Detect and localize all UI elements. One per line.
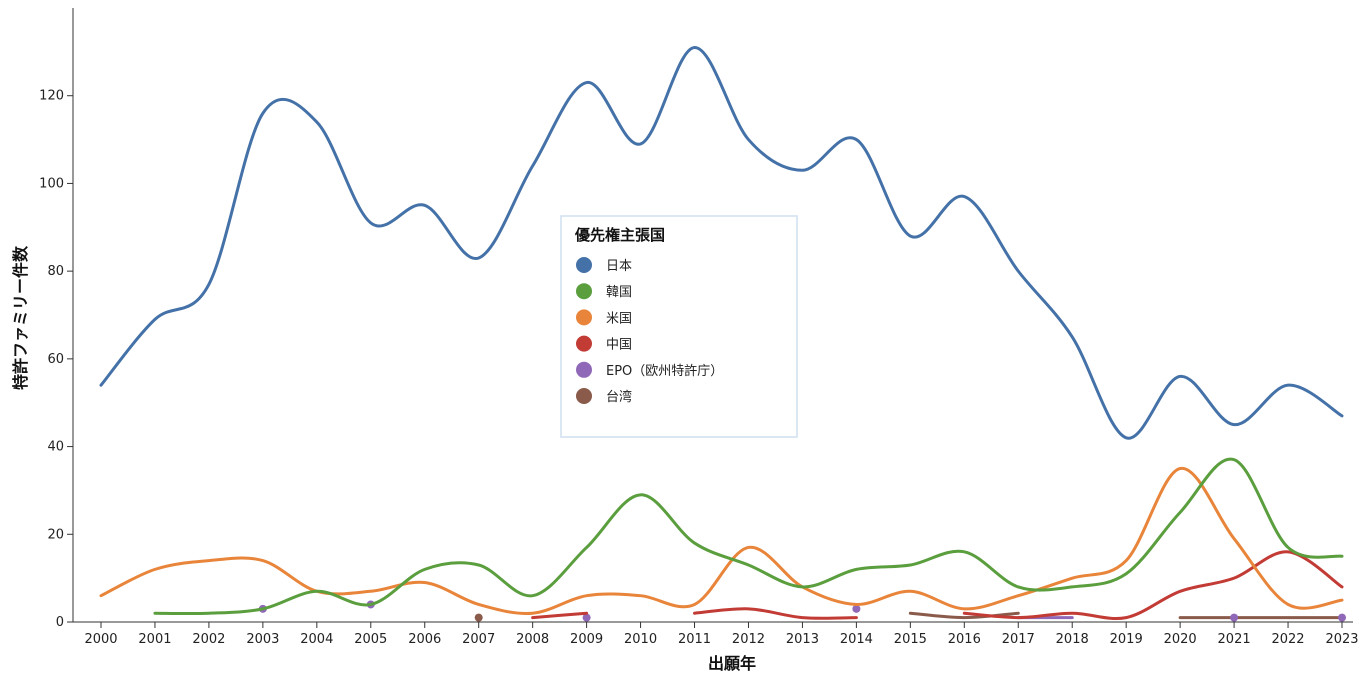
x-tick-label: 2001 xyxy=(138,632,171,647)
series-1 xyxy=(153,457,1344,616)
series-line xyxy=(693,607,858,620)
x-tick-label: 2008 xyxy=(516,632,549,647)
y-tick-label: 60 xyxy=(47,352,64,367)
y-tick-label: 40 xyxy=(47,440,64,455)
legend-marker xyxy=(576,257,592,273)
legend-title: 優先権主張国 xyxy=(574,226,665,244)
x-tick-label: 2005 xyxy=(354,632,387,647)
axes: 0 20 40 60 80 100 120 2000 2001 2002 2003 2004 2005 2… xyxy=(39,8,1359,647)
data-point xyxy=(852,604,861,613)
data-point xyxy=(1338,613,1346,622)
x-tick-label: 2021 xyxy=(1218,632,1251,647)
legend-label: 日本 xyxy=(606,259,632,274)
x-tick-label: 2010 xyxy=(624,632,657,647)
data-point xyxy=(582,613,591,622)
x-tick-label: 2006 xyxy=(408,632,441,647)
series-line xyxy=(531,611,589,620)
series-0 xyxy=(99,45,1344,440)
y-tick-label: 120 xyxy=(39,89,64,104)
x-tick-label: 2013 xyxy=(786,632,819,647)
legend-label: EPO（欧州特許庁） xyxy=(606,364,723,379)
legend-label: 韓国 xyxy=(606,285,632,300)
x-axis-title: 出願年 xyxy=(708,654,756,673)
series-line xyxy=(153,457,1344,616)
x-tick-label: 2004 xyxy=(300,632,333,647)
x-tick-label: 2011 xyxy=(678,632,711,647)
series-line xyxy=(99,45,1344,440)
x-tick-label: 2000 xyxy=(84,632,117,647)
legend-label: 中国 xyxy=(606,338,632,353)
x-tick-label: 2009 xyxy=(570,632,603,647)
data-point xyxy=(474,613,483,622)
legend-marker xyxy=(576,388,592,404)
x-tick-label: 2019 xyxy=(1110,632,1143,647)
series-line xyxy=(962,550,1344,620)
x-tick-label: 2012 xyxy=(732,632,765,647)
legend-label: 台湾 xyxy=(606,389,632,405)
legend-marker xyxy=(576,335,592,352)
x-tick-label: 2022 xyxy=(1271,632,1304,647)
series-5 xyxy=(474,611,1344,622)
legend-box xyxy=(560,215,798,438)
x-tick-label: 2020 xyxy=(1164,632,1197,647)
y-tick-label: 80 xyxy=(47,264,64,279)
series-layer xyxy=(99,45,1346,622)
x-tick-label: 2018 xyxy=(1056,632,1089,647)
y-tick-label: 20 xyxy=(47,527,64,542)
legend-label: 米国 xyxy=(606,311,632,326)
legend-marker xyxy=(576,309,592,326)
y-tick-label: 0 xyxy=(56,615,64,630)
series-line xyxy=(908,611,1020,620)
data-point xyxy=(1230,613,1239,622)
x-tick-label: 2016 xyxy=(948,632,981,647)
x-tick-label: 2015 xyxy=(894,632,927,647)
legend-marker xyxy=(576,283,592,300)
x-tick-label: 2014 xyxy=(840,632,873,647)
x-tick-label: 2007 xyxy=(462,632,495,647)
series-3 xyxy=(531,550,1344,620)
x-tick-label: 2023 xyxy=(1325,632,1358,647)
x-tick-label: 2003 xyxy=(246,632,279,647)
x-tick-label: 2017 xyxy=(1002,632,1035,647)
legend-marker xyxy=(576,361,592,378)
y-tick-label: 100 xyxy=(39,176,64,191)
y-axis-title: 特許ファミリー件数 xyxy=(11,245,30,390)
x-tick-label: 2002 xyxy=(192,632,225,647)
